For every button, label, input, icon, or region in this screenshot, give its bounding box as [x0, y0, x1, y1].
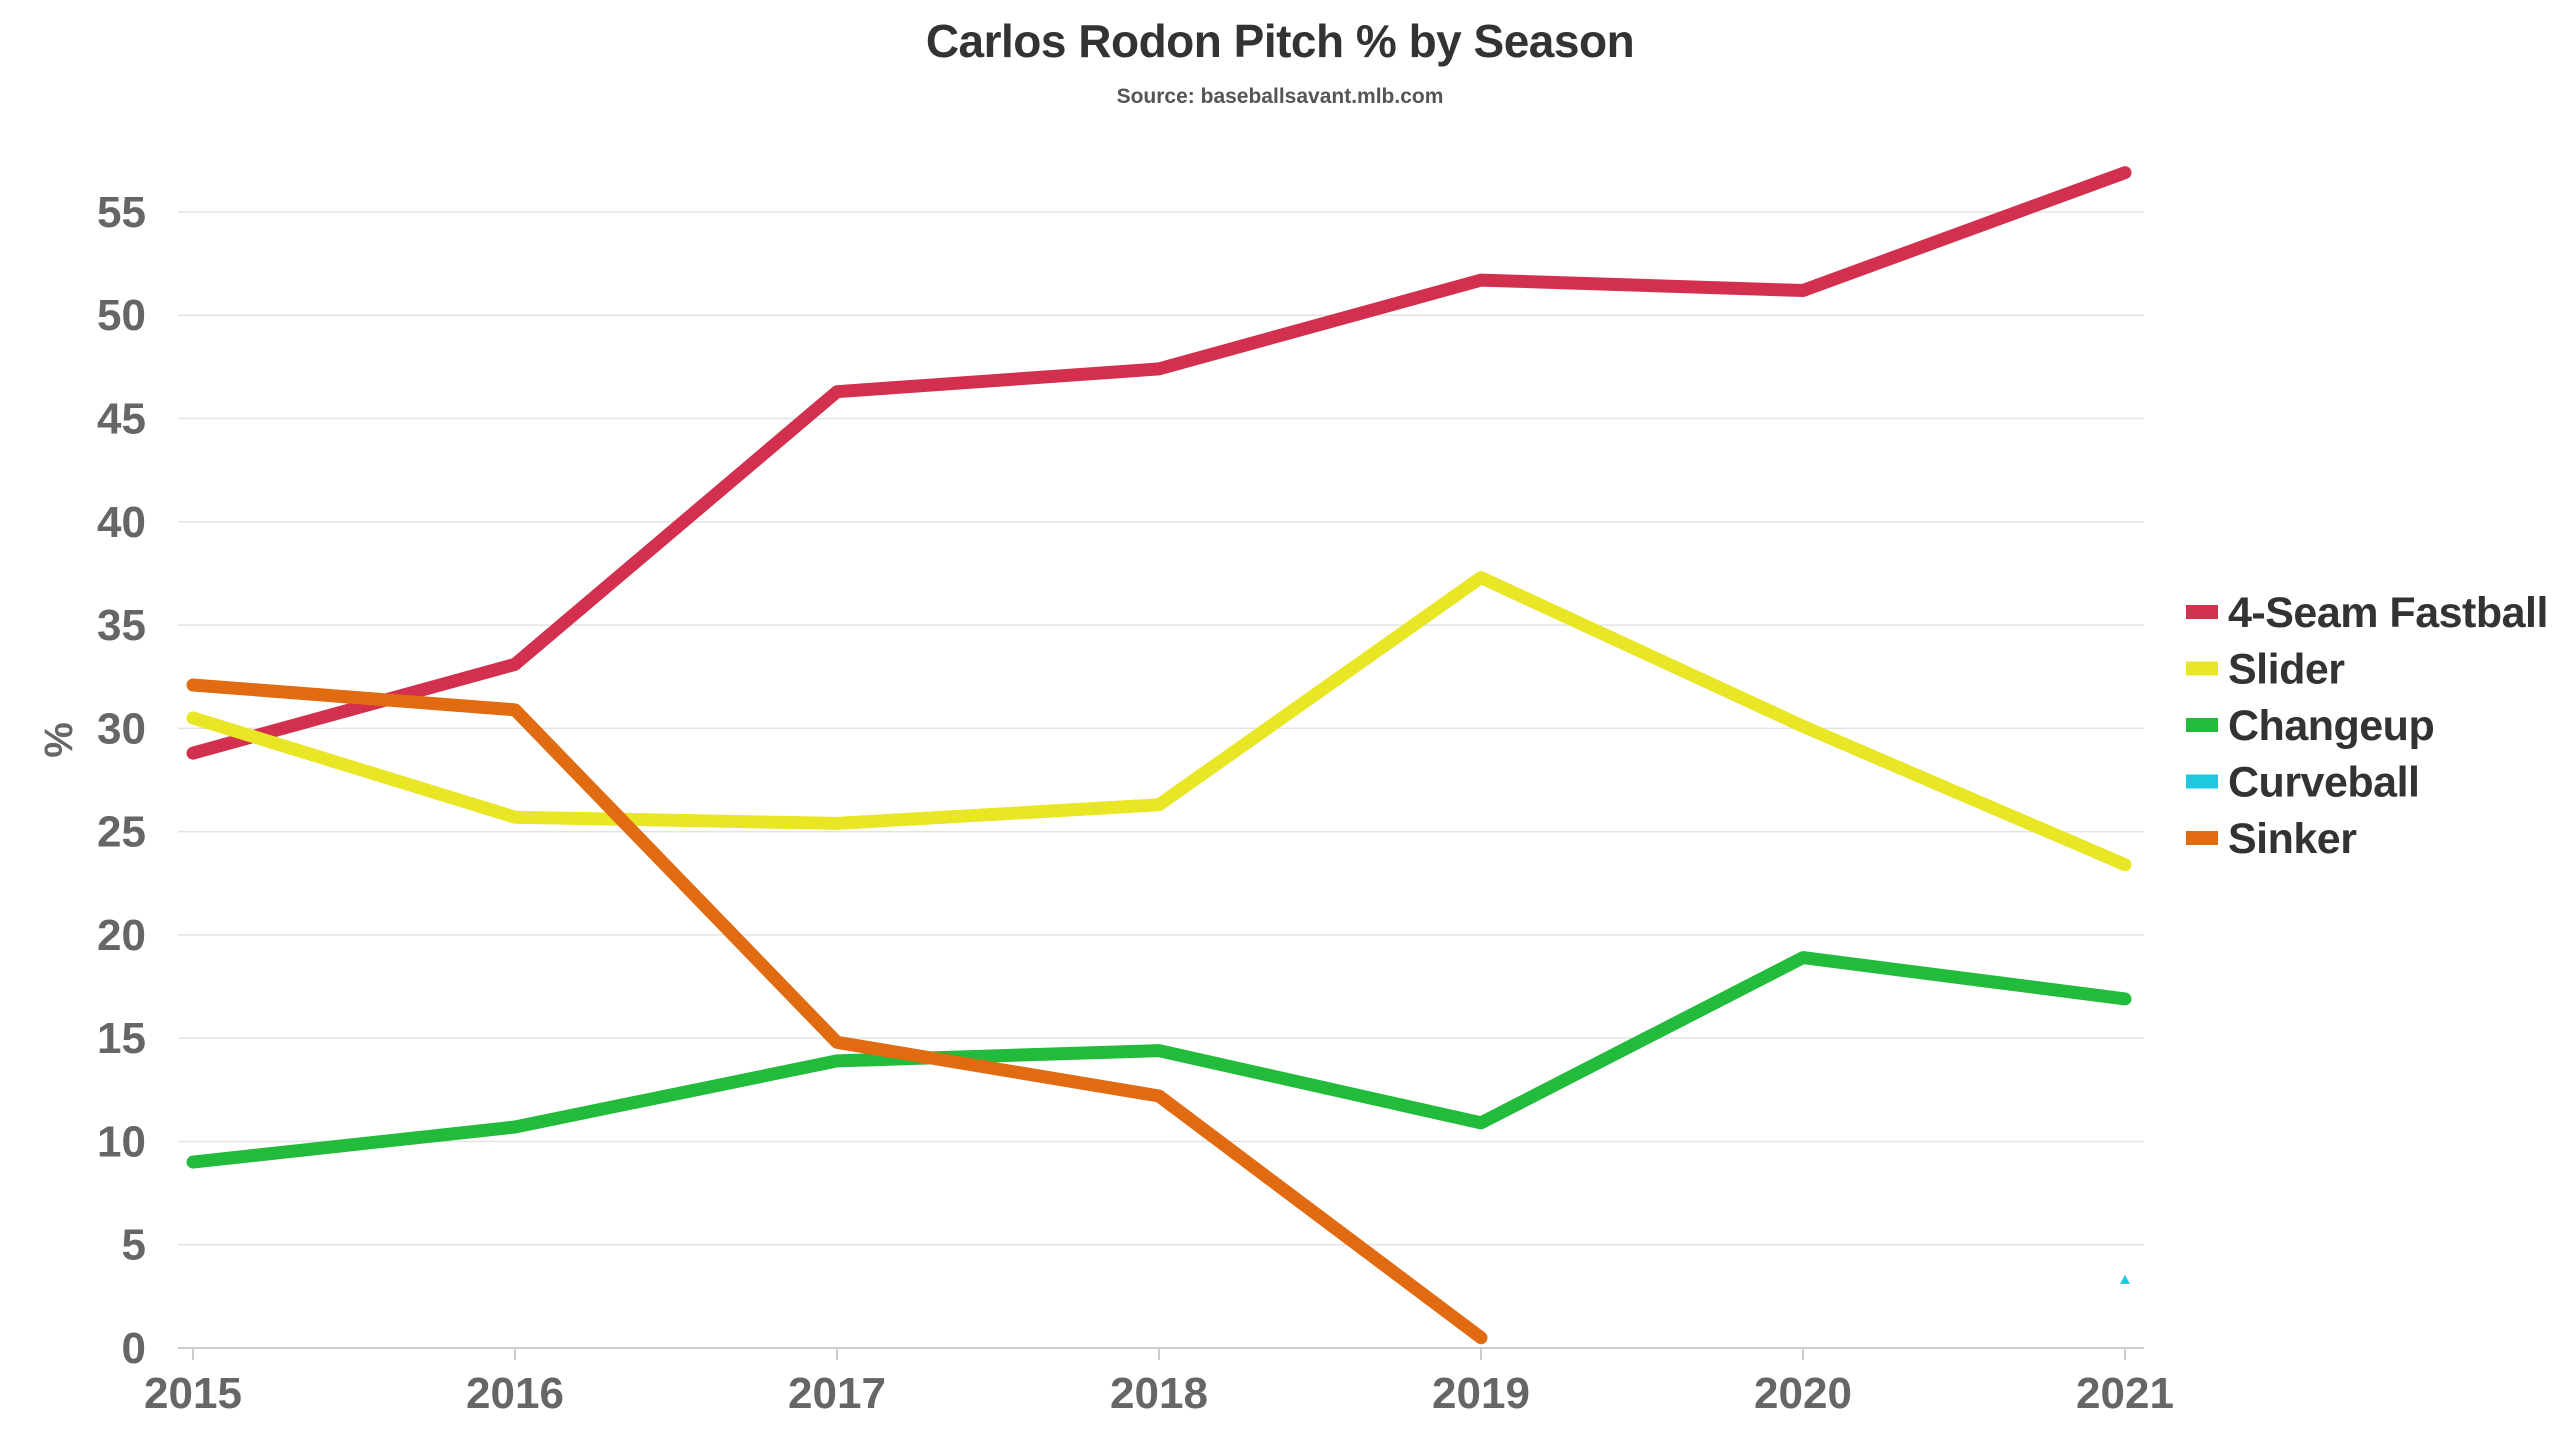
chart-title: Carlos Rodon Pitch % by Season — [926, 15, 1634, 67]
series-line-slider — [186, 571, 2132, 872]
legend-swatch-curveball — [2186, 774, 2218, 789]
x-axis: 2015 2016 2017 2018 2019 2020 2021 — [144, 1347, 2174, 1418]
x-tick-label-2016: 2016 — [466, 1369, 564, 1418]
y-tick-label-50: 50 — [97, 291, 146, 340]
series-line-4-seam-fastball — [186, 166, 2132, 760]
legend: 4-Seam Fastball Slider Changeup Curveball Si… — [2186, 589, 2548, 863]
x-tick-label-2018: 2018 — [1110, 1369, 1208, 1418]
legend-label-slider: Slider — [2228, 646, 2345, 694]
x-tick-label-2021: 2021 — [2076, 1369, 2174, 1418]
gridlines — [178, 211, 2144, 1246]
legend-label-changeup: Changeup — [2228, 702, 2434, 750]
y-tick-label-0: 0 — [122, 1324, 146, 1373]
legend-swatch-4-seam-fastball — [2186, 605, 2218, 619]
y-tick-label-15: 15 — [97, 1014, 146, 1063]
legend-swatch-changeup — [2186, 718, 2218, 732]
y-tick-label-30: 30 — [97, 704, 146, 753]
legend-label-4-seam-fastball: 4-Seam Fastball — [2228, 589, 2548, 637]
x-tick-label-2015: 2015 — [144, 1369, 242, 1418]
y-tick-label-25: 25 — [97, 808, 146, 857]
chart-subtitle: Source: baseballsavant.mlb.com — [1117, 85, 1444, 108]
y-tick-label-45: 45 — [97, 395, 146, 444]
x-tick-label-2020: 2020 — [1754, 1369, 1852, 1418]
legend-swatch-sinker — [2186, 831, 2218, 845]
y-axis-ticks: 0 5 10 15 20 25 30 35 40 45 50 55 — [97, 188, 146, 1373]
legend-label-sinker: Sinker — [2228, 815, 2357, 863]
series-point-curveball — [2120, 1274, 2130, 1284]
x-tick-label-2017: 2017 — [788, 1369, 886, 1418]
y-tick-label-20: 20 — [97, 911, 146, 960]
y-tick-label-5: 5 — [122, 1221, 146, 1270]
legend-label-curveball: Curveball — [2228, 759, 2419, 807]
y-tick-label-35: 35 — [97, 601, 146, 650]
y-tick-label-55: 55 — [97, 188, 146, 237]
y-tick-label-10: 10 — [97, 1117, 146, 1166]
series-lines — [186, 166, 2132, 1345]
y-axis-label: % — [37, 722, 81, 758]
y-tick-label-40: 40 — [97, 498, 146, 547]
series-line-sinker — [186, 678, 1488, 1345]
legend-swatch-slider — [2186, 661, 2218, 676]
x-tick-label-2019: 2019 — [1432, 1369, 1530, 1418]
series-line-changeup — [186, 951, 2132, 1169]
